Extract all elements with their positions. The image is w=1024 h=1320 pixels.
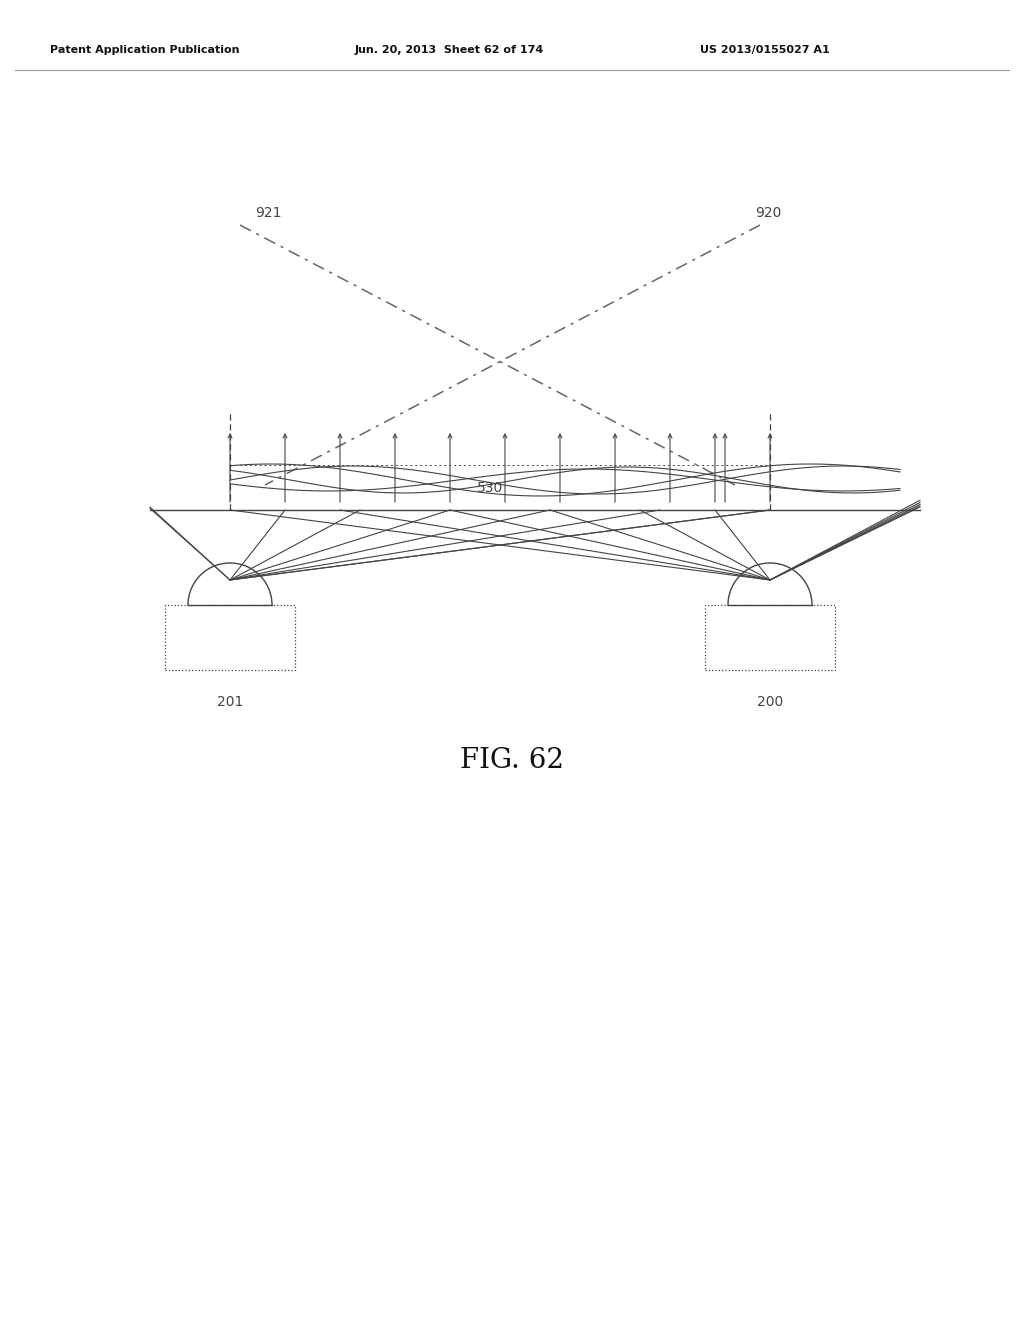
Text: US 2013/0155027 A1: US 2013/0155027 A1 — [700, 45, 829, 55]
Text: 530: 530 — [477, 480, 503, 495]
Text: 920: 920 — [755, 206, 781, 220]
Bar — [705, 605, 835, 671]
Text: Patent Application Publication: Patent Application Publication — [50, 45, 240, 55]
Text: FIG. 62: FIG. 62 — [460, 747, 564, 774]
Text: Jun. 20, 2013  Sheet 62 of 174: Jun. 20, 2013 Sheet 62 of 174 — [355, 45, 544, 55]
Text: 200: 200 — [757, 696, 783, 709]
Text: 201: 201 — [217, 696, 243, 709]
Bar — [165, 605, 295, 671]
Text: 921: 921 — [255, 206, 282, 220]
